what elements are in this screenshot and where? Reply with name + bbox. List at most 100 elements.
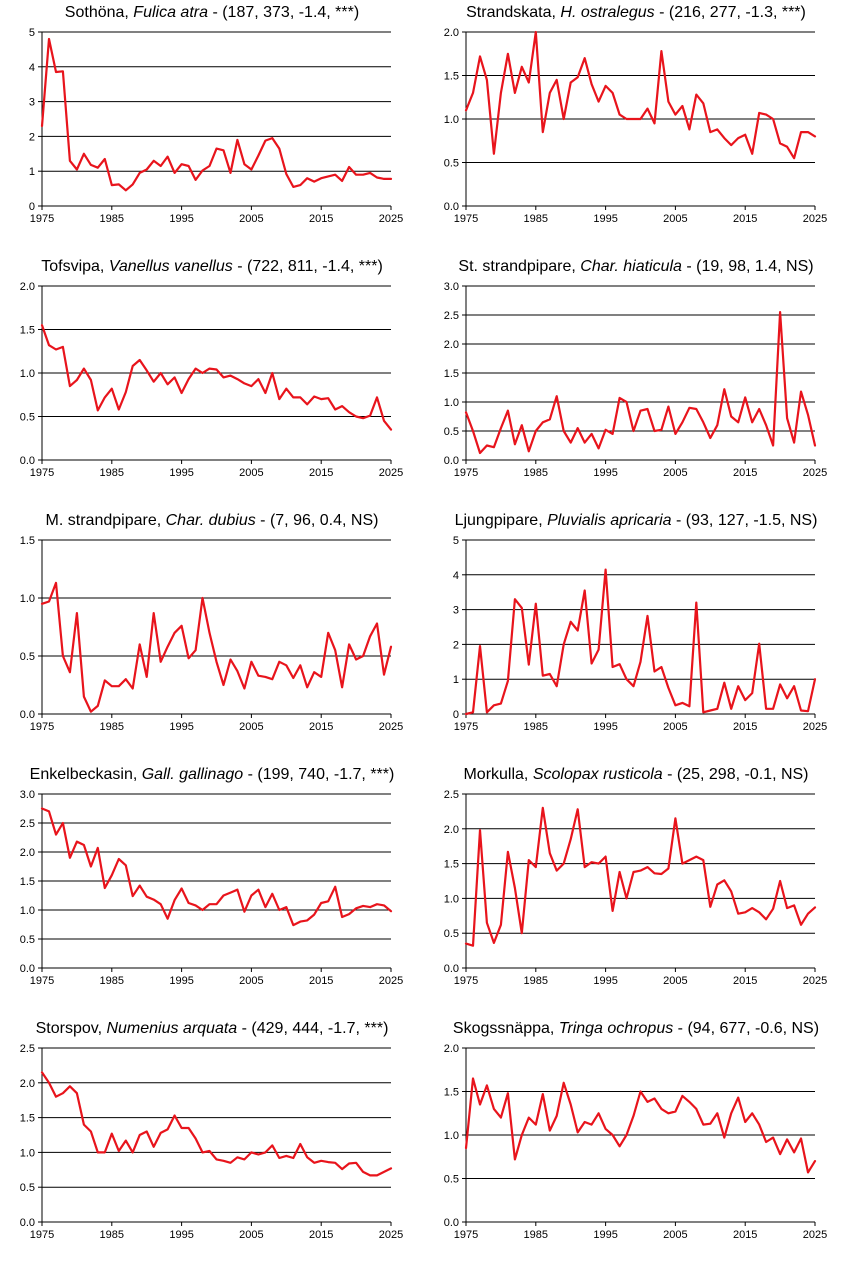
x-tick-label: 2025 — [379, 1229, 403, 1241]
data-point — [535, 31, 537, 33]
x-tick-label: 1985 — [524, 467, 548, 479]
y-tick-label: 3.0 — [444, 281, 459, 293]
y-tick-label: 2 — [29, 131, 35, 143]
data-point — [125, 391, 127, 393]
data-point — [208, 165, 210, 167]
data-point — [320, 177, 322, 179]
series-line — [464, 310, 817, 455]
data-point — [765, 708, 767, 710]
data-point — [83, 367, 85, 369]
chart-panel: 0.0 0.5 1.0 1.5 2.0 2.5 1975 1985 1995 2005 2015 20… — [0, 1016, 424, 1270]
x-tick-label: 2025 — [803, 975, 827, 987]
data-point — [111, 874, 113, 876]
data-point — [576, 808, 578, 810]
y-tick-label: 1.0 — [20, 368, 35, 380]
data-point — [250, 168, 252, 170]
data-point — [215, 1158, 217, 1160]
data-point — [292, 677, 294, 679]
data-point — [125, 189, 127, 191]
data-point — [590, 861, 592, 863]
x-tick-label: 1985 — [524, 975, 548, 987]
data-point — [180, 392, 182, 394]
y-tick-label: 0 — [29, 201, 35, 213]
data-point — [500, 1116, 502, 1118]
data-point — [187, 657, 189, 659]
data-point — [758, 112, 760, 114]
data-point — [786, 146, 788, 148]
chart-title: Enkelbeckasin, Gall. gallinago - (199, 7… — [0, 766, 424, 784]
y-tick-label: 1.5 — [444, 368, 459, 380]
x-tick-label: 1995 — [593, 213, 617, 225]
y-tick-label: 4 — [29, 62, 35, 74]
data-point — [556, 79, 558, 81]
title-stats: - (7, 96, 0.4, NS) — [255, 512, 379, 529]
data-point — [772, 908, 774, 910]
data-point — [688, 859, 690, 861]
data-point — [472, 92, 474, 94]
data-point — [625, 1134, 627, 1136]
data-point — [76, 379, 78, 381]
data-point — [292, 1157, 294, 1159]
data-point — [472, 945, 474, 947]
data-point — [83, 153, 85, 155]
data-point — [793, 441, 795, 443]
data-point — [807, 710, 809, 712]
data-point — [702, 711, 704, 713]
data-point — [69, 160, 71, 162]
data-point — [208, 903, 210, 905]
data-point — [236, 670, 238, 672]
chart-svg: 0.0 0.5 1.0 1.5 2.0 1975 1985 1995 2005 2015 2025 — [444, 27, 828, 225]
data-point — [69, 1085, 71, 1087]
data-point — [97, 1151, 99, 1153]
data-point — [383, 673, 385, 675]
data-point — [41, 324, 43, 326]
data-point — [306, 177, 308, 179]
x-tick-label: 2005 — [663, 213, 687, 225]
data-point — [716, 883, 718, 885]
data-point — [500, 702, 502, 704]
title-species-name: Vanellus vanellus — [108, 258, 233, 275]
title-species-name: H. ostralegus — [560, 4, 655, 21]
data-point — [570, 81, 572, 83]
data-point — [660, 429, 662, 431]
data-point — [285, 906, 287, 908]
y-tick-label: 2.5 — [444, 789, 459, 801]
data-point — [779, 880, 781, 882]
data-point — [751, 692, 753, 694]
data-point — [653, 1097, 655, 1099]
data-point — [618, 663, 620, 665]
data-point — [772, 118, 774, 120]
data-point — [618, 397, 620, 399]
x-tick-label: 1995 — [169, 467, 193, 479]
data-point — [55, 1096, 57, 1098]
data-point — [563, 643, 565, 645]
data-point — [702, 859, 704, 861]
title-common-name: Ljungpipare, — [454, 512, 548, 529]
data-point — [542, 421, 544, 423]
data-point — [709, 1122, 711, 1124]
chart-panel: 0.0 0.5 1.0 1.5 2.0 1975 1985 1995 2005 2015 2025 S… — [424, 0, 848, 254]
data-point — [507, 851, 509, 853]
data-point — [250, 1151, 252, 1153]
data-point — [653, 670, 655, 672]
data-point — [716, 708, 718, 710]
x-tick-label: 2025 — [803, 213, 827, 225]
data-point — [348, 913, 350, 915]
data-point — [243, 1158, 245, 1160]
data-point — [744, 396, 746, 398]
data-point — [194, 649, 196, 651]
data-point — [535, 430, 537, 432]
data-point — [765, 1141, 767, 1143]
data-point — [744, 1121, 746, 1123]
data-point — [355, 1162, 357, 1164]
data-point — [632, 1115, 634, 1117]
data-point — [807, 131, 809, 133]
x-tick-label: 2015 — [309, 721, 333, 733]
data-point — [695, 1108, 697, 1110]
y-tick-label: 0.5 — [444, 426, 459, 438]
data-point — [758, 911, 760, 913]
data-point — [180, 625, 182, 627]
x-tick-label: 1975 — [454, 467, 478, 479]
data-point — [313, 913, 315, 915]
data-point — [597, 447, 599, 449]
